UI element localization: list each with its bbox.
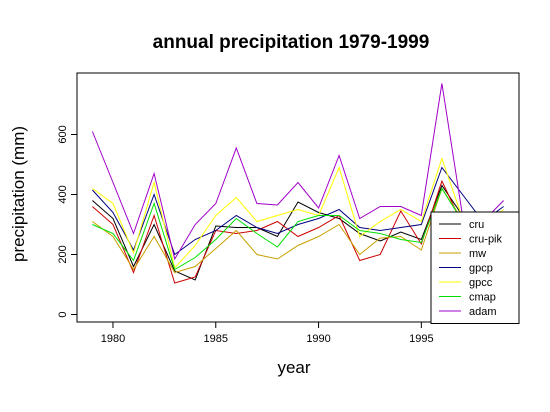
x-tick-label: 1995 xyxy=(409,333,433,345)
x-tick-label: 1990 xyxy=(306,333,330,345)
legend-label-gpcc: gpcc xyxy=(469,277,493,289)
series-line-mw xyxy=(92,187,504,274)
series-line-cmap xyxy=(92,187,504,271)
legend-label-gpcp: gpcp xyxy=(469,263,493,275)
x-axis: 1980 1985 1990 1995 xyxy=(101,322,434,345)
plot-frame xyxy=(76,72,520,323)
series-line-adam xyxy=(91,83,504,261)
y-axis-label: precipitation (mm) xyxy=(9,126,28,262)
legend-label-cmap: cmap xyxy=(469,292,496,304)
plot-area xyxy=(76,72,520,323)
y-axis: 0 200 400 600 xyxy=(57,125,77,318)
chart-title: annual precipitation 1979-1999 xyxy=(153,32,430,53)
x-tick-label: 1985 xyxy=(204,333,228,345)
series-line-gpcc xyxy=(92,156,504,270)
y-tick-label: 600 xyxy=(57,125,69,143)
x-axis-label: year xyxy=(277,358,310,377)
y-tick-label: 200 xyxy=(57,245,69,263)
legend-label-cru: cru xyxy=(469,219,484,231)
legend-label-adam: adam xyxy=(469,306,497,318)
series-lines xyxy=(91,83,504,284)
legend-label-cru-pik: cru-pik xyxy=(469,234,503,246)
series-line-cru-pik xyxy=(92,179,504,284)
legend-label-mw: mw xyxy=(469,248,486,260)
x-tick-label: 1980 xyxy=(101,333,125,345)
y-tick-label: 400 xyxy=(57,185,69,203)
legend: cru cru-pik mw gpcp gpcc cmap adam xyxy=(430,211,520,324)
y-tick-label: 0 xyxy=(57,311,69,317)
series-line-gpcp xyxy=(92,166,504,256)
